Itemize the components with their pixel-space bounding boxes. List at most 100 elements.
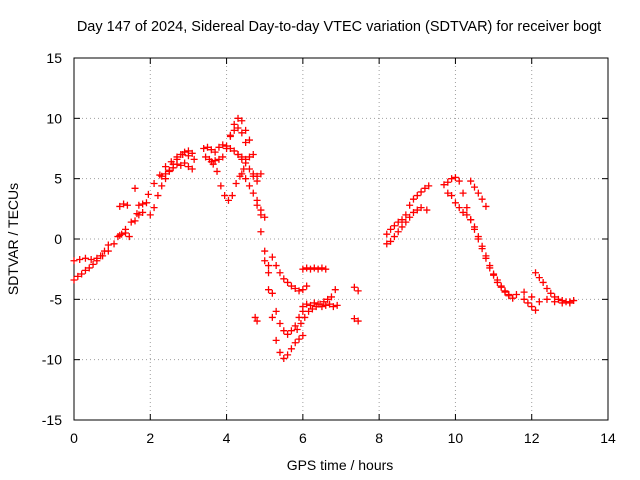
data-point [204, 143, 211, 151]
data-point [291, 284, 299, 292]
data-point [406, 201, 414, 209]
x-tick-label: 4 [223, 430, 231, 446]
data-point [245, 136, 253, 144]
data-point [310, 264, 318, 272]
data-point [224, 196, 232, 204]
data-point [97, 252, 105, 260]
data-point [150, 179, 158, 187]
data-point [326, 300, 334, 308]
data-point [251, 313, 259, 321]
data-point [329, 303, 337, 311]
data-point [146, 211, 154, 219]
data-point [387, 237, 395, 245]
data-point [505, 291, 513, 299]
data-point [70, 276, 78, 284]
data-point [280, 275, 288, 283]
data-point [257, 170, 265, 178]
data-point [512, 291, 520, 299]
series-track-24 [520, 295, 540, 314]
data-point [440, 181, 448, 189]
data-point [139, 208, 147, 216]
series-track-19 [423, 206, 431, 214]
data-point [318, 303, 326, 311]
data-point [520, 295, 528, 303]
data-point [455, 204, 463, 212]
data-point [501, 287, 509, 295]
data-point [284, 278, 292, 286]
data-point [303, 264, 311, 272]
data-point [76, 256, 84, 264]
data-point [535, 298, 543, 306]
data-point [322, 301, 330, 309]
data-point [131, 217, 139, 225]
data-point [310, 299, 318, 307]
data-point [299, 265, 307, 273]
data-point [320, 298, 328, 306]
x-tick-label: 8 [375, 430, 383, 446]
y-tick-label: 0 [54, 231, 62, 247]
data-point [135, 201, 143, 209]
data-point [121, 229, 129, 237]
data-point [295, 287, 303, 295]
data-point [110, 240, 118, 248]
data-point [306, 265, 314, 273]
data-point [532, 306, 540, 314]
data-point [402, 211, 410, 219]
data-point [215, 155, 223, 163]
data-point [219, 141, 227, 149]
data-point [118, 230, 126, 238]
series-track-18 [383, 204, 425, 248]
series-track-5 [158, 159, 196, 180]
data-point [425, 182, 433, 190]
data-point [190, 155, 198, 163]
data-point [154, 192, 162, 200]
data-point [554, 295, 562, 303]
data-point [200, 145, 208, 152]
data-point [268, 289, 276, 297]
data-point [184, 163, 192, 171]
data-point [497, 282, 505, 290]
data-point [125, 233, 133, 241]
data-point [242, 126, 250, 134]
data-point [486, 262, 494, 270]
grid [74, 58, 608, 420]
data-point [245, 165, 253, 173]
data-point [223, 145, 231, 152]
data-point [520, 288, 528, 296]
data-point [123, 201, 131, 209]
data-point [158, 182, 166, 190]
data-point [463, 211, 471, 219]
data-point [249, 151, 257, 159]
data-point [245, 182, 253, 190]
data-point [528, 303, 536, 311]
data-point [158, 172, 166, 180]
data-point [104, 241, 112, 249]
data-point [451, 173, 459, 181]
y-tick-label: -10 [42, 352, 62, 368]
data-point [249, 170, 257, 178]
series-track-16 [350, 283, 362, 325]
data-point [173, 160, 181, 168]
series-track-25 [532, 269, 574, 307]
data-point [207, 158, 215, 166]
data-point [303, 282, 311, 290]
data-point [139, 200, 147, 208]
data-point [409, 195, 417, 203]
y-tick-labels: -15 -10 -5 0 5 10 15 [42, 50, 62, 428]
data-point [478, 242, 486, 250]
data-point [74, 272, 82, 280]
data-point [308, 305, 316, 313]
data-point [413, 192, 421, 200]
data-point [444, 178, 452, 186]
data-point [116, 202, 124, 210]
series-track-2 [70, 241, 112, 284]
data-point [207, 146, 215, 154]
data-point [467, 177, 475, 185]
data-point [221, 192, 229, 200]
data-point [409, 208, 417, 216]
data-points [70, 114, 578, 362]
data-point [301, 313, 309, 321]
chart-title: Day 147 of 2024, Sidereal Day-to-day VTE… [77, 19, 601, 35]
data-point [327, 293, 335, 301]
